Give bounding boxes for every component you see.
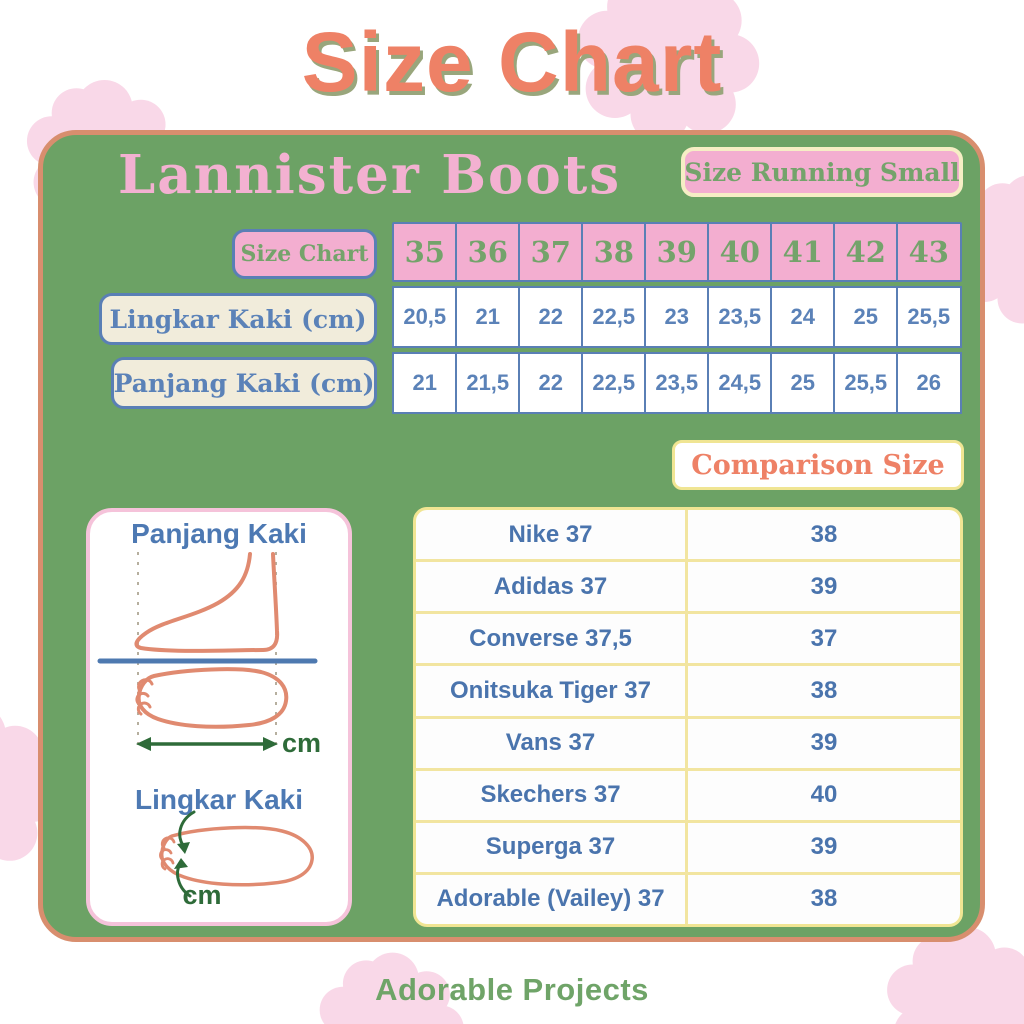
comparison-brand-cell: Adorable (Vailey) 37 bbox=[416, 874, 688, 924]
girth-measure-arrow-icon bbox=[174, 810, 196, 898]
comparison-size-cell: 39 bbox=[810, 833, 838, 861]
lingkar-kaki-cell: 21 bbox=[455, 286, 521, 348]
size-column-header-cell: 43 bbox=[896, 222, 962, 282]
panjang-kaki-cell: 26 bbox=[896, 352, 962, 414]
comparison-size-cell: 38 bbox=[810, 520, 838, 548]
comparison-size-cell: 39 bbox=[810, 572, 838, 600]
size-running-small-badge: Size Running Small bbox=[681, 147, 963, 197]
comparison-row: Skechers 37 40 bbox=[416, 770, 960, 823]
lingkar-kaki-cell: 20,5 bbox=[392, 286, 458, 348]
size-header-row: 35 36 37 38 39 40 41 42 43 bbox=[392, 222, 962, 282]
comparison-row: Adidas 37 39 bbox=[416, 562, 960, 615]
foot-top-outline-icon bbox=[160, 825, 314, 887]
comparison-brand-cell: Skechers 37 bbox=[416, 770, 688, 820]
comparison-row: Adorable (Vailey) 37 38 bbox=[416, 874, 960, 924]
panjang-kaki-cell: 23,5 bbox=[644, 352, 710, 414]
lingkar-kaki-cell: 25 bbox=[833, 286, 899, 348]
comparison-brand-cell: Vans 37 bbox=[416, 718, 688, 768]
comparison-size-cell: 40 bbox=[810, 781, 838, 809]
panjang-kaki-row-label: Panjang Kaki (cm) bbox=[111, 357, 377, 409]
comparison-row: Superga 37 39 bbox=[416, 822, 960, 875]
foot-length-diagram bbox=[97, 552, 318, 751]
foot-side-outline-icon bbox=[134, 552, 280, 653]
size-table: 35 36 37 38 39 40 41 42 43 20,5 21 22 22,5 23 23,5 24 25… bbox=[392, 222, 962, 414]
panjang-kaki-cell: 21 bbox=[392, 352, 458, 414]
lingkar-kaki-cell: 23 bbox=[644, 286, 710, 348]
size-column-header-cell: 40 bbox=[707, 222, 773, 282]
panjang-kaki-cell: 21,5 bbox=[455, 352, 521, 414]
comparison-row: Nike 37 38 bbox=[416, 510, 960, 563]
comparison-size-title: Comparison Size bbox=[672, 440, 964, 490]
size-column-header-cell: 36 bbox=[455, 222, 521, 282]
comparison-brand-cell: Superga 37 bbox=[416, 822, 688, 872]
comparison-table: Nike 37 38 Adidas 37 39 Converse 37,5 37 Onits… bbox=[413, 507, 963, 927]
panjang-kaki-cell: 22 bbox=[518, 352, 584, 414]
panjang-kaki-cell: 24,5 bbox=[707, 352, 773, 414]
measurement-diagram-panel bbox=[86, 508, 352, 926]
lingkar-kaki-row-label: Lingkar Kaki (cm) bbox=[99, 293, 377, 345]
length-unit-label: cm bbox=[282, 728, 322, 758]
comparison-row: Vans 37 39 bbox=[416, 718, 960, 771]
panjang-kaki-cell: 25,5 bbox=[833, 352, 899, 414]
lingkar-kaki-cell: 24 bbox=[770, 286, 836, 348]
lingkar-kaki-cell: 22,5 bbox=[581, 286, 647, 348]
lingkar-kaki-cell: 23,5 bbox=[707, 286, 773, 348]
foot-girth-diagram bbox=[159, 810, 314, 898]
comparison-size-cell: 38 bbox=[810, 885, 838, 913]
size-column-header-cell: 37 bbox=[518, 222, 584, 282]
footer-brand: Adorable Projects bbox=[375, 972, 649, 1007]
comparison-brand-cell: Nike 37 bbox=[416, 510, 688, 560]
foot-girth-label: Lingkar Kaki bbox=[134, 784, 304, 815]
panjang-kaki-row: 21 21,5 22 22,5 23,5 24,5 25 25,5 26 bbox=[392, 352, 962, 414]
size-column-header-cell: 39 bbox=[644, 222, 710, 282]
comparison-brand-cell: Converse 37,5 bbox=[416, 614, 688, 664]
length-measure-arrow-icon bbox=[136, 737, 278, 751]
brand-title: Lannister Boots bbox=[118, 144, 622, 206]
size-column-header-cell: 38 bbox=[581, 222, 647, 282]
comparison-row: Converse 37,5 37 bbox=[416, 614, 960, 667]
lingkar-kaki-row: 20,5 21 22 22,5 23 23,5 24 25 25,5 bbox=[392, 286, 962, 348]
panjang-kaki-cell: 25 bbox=[770, 352, 836, 414]
comparison-row: Onitsuka Tiger 37 38 bbox=[416, 666, 960, 719]
size-column-header-cell: 35 bbox=[392, 222, 458, 282]
size-column-header-cell: 42 bbox=[833, 222, 899, 282]
comparison-size-cell: 38 bbox=[810, 676, 838, 704]
size-table-corner-label: Size Chart bbox=[232, 229, 377, 279]
foot-length-label: Panjang Kaki bbox=[131, 518, 307, 549]
girth-unit-label: cm bbox=[182, 880, 222, 910]
comparison-size-cell: 37 bbox=[810, 624, 838, 652]
size-column-header-cell: 41 bbox=[770, 222, 836, 282]
lingkar-kaki-cell: 25,5 bbox=[896, 286, 962, 348]
lingkar-kaki-cell: 22 bbox=[518, 286, 584, 348]
panjang-kaki-cell: 22,5 bbox=[581, 352, 647, 414]
foot-top-outline-icon bbox=[136, 667, 289, 729]
comparison-size-cell: 39 bbox=[810, 729, 838, 757]
comparison-brand-cell: Adidas 37 bbox=[416, 562, 688, 612]
page-title: Size Chart bbox=[301, 15, 723, 109]
comparison-brand-cell: Onitsuka Tiger 37 bbox=[416, 666, 688, 716]
